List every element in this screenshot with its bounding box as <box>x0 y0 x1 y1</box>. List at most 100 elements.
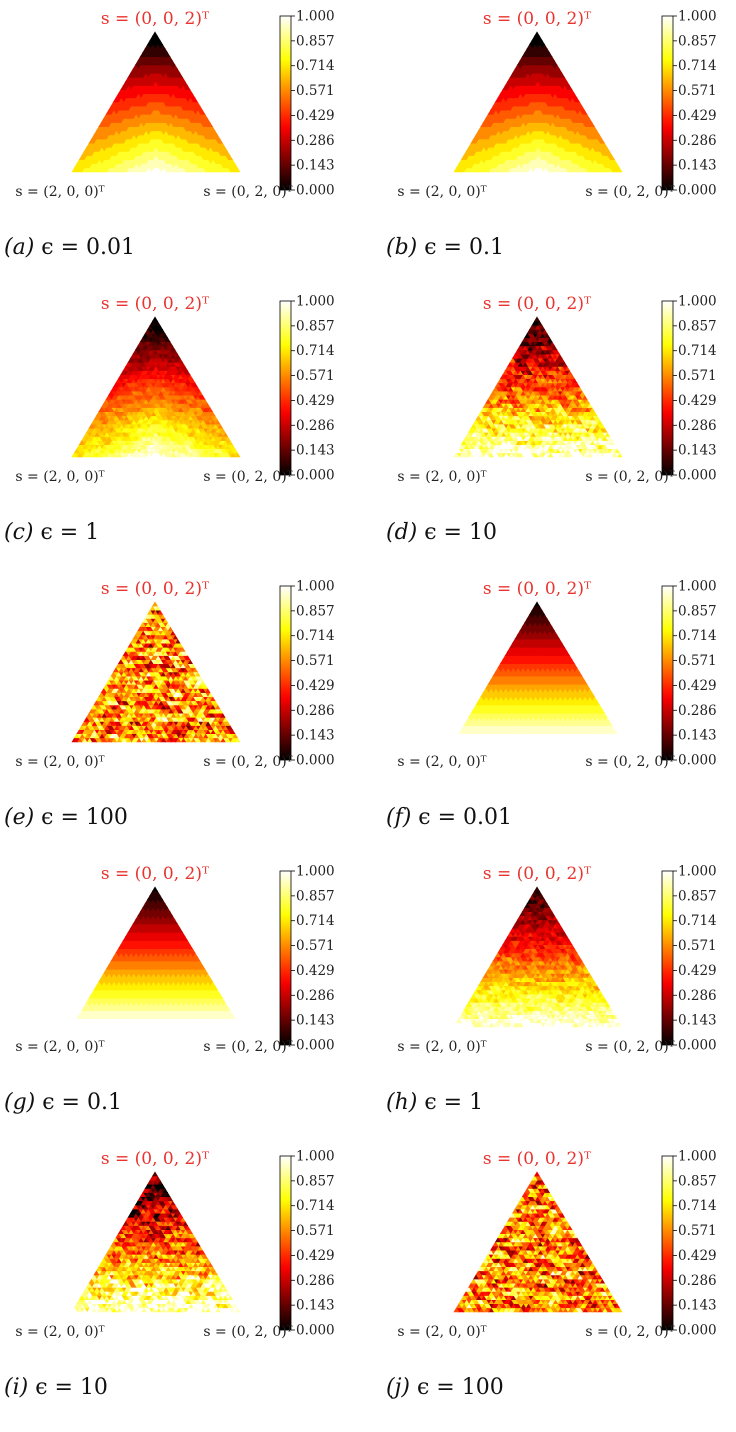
panel-epsilon: ϵ = 0.1 <box>417 235 504 260</box>
vertex-label-right: s = (0, 2, 0)ᵀ <box>203 184 292 200</box>
heatmap-cell <box>147 39 154 45</box>
heatmap-cell <box>81 435 88 441</box>
heatmap-cell <box>144 328 151 334</box>
heatmap-cell <box>519 56 526 62</box>
panel-epsilon: ϵ = 0.01 <box>34 235 136 260</box>
heatmap-cell <box>507 76 514 82</box>
heatmap-cell <box>463 150 470 156</box>
heatmap-cell <box>494 382 501 388</box>
heatmap-cell <box>504 80 511 86</box>
heatmap-cell <box>499 89 506 95</box>
heatmap-cell <box>494 97 501 103</box>
heatmap-cell <box>455 448 462 454</box>
ternary-heatmap-svg: 1.0000.8570.7140.5710.4290.2860.1430.000… <box>15 294 335 486</box>
colorbar <box>279 15 292 191</box>
colorbar-tick-label: 0.143 <box>678 443 717 459</box>
vertex-label-right: s = (0, 2, 0)ᵀ <box>203 469 292 485</box>
colorbar <box>661 15 674 191</box>
heatmap-cell <box>71 452 78 458</box>
heatmap-cell <box>529 324 536 330</box>
vertex-label-top: s = (0, 0, 2)ᵀ <box>483 9 592 29</box>
colorbar-tick-label: 0.857 <box>296 318 335 334</box>
heatmap-cell <box>509 357 516 363</box>
heatmap-cell <box>88 423 95 429</box>
heatmap-cell <box>134 60 141 66</box>
heatmap-cell <box>490 105 497 111</box>
colorbar-tick-label: 0.286 <box>296 418 335 434</box>
heatmap-cell <box>127 72 134 78</box>
heatmap-cell <box>134 345 141 351</box>
heatmap-cell <box>460 439 467 445</box>
colorbar-tick-label: 0.571 <box>678 368 717 384</box>
heatmap-cell <box>127 357 134 363</box>
heatmap-cell <box>95 411 102 417</box>
vertex-label-right: s = (0, 2, 0)ᵀ <box>585 469 674 485</box>
heatmap-cell <box>473 134 480 140</box>
heatmap-cell <box>502 369 509 375</box>
colorbar-tick-label: 0.429 <box>296 108 335 124</box>
heatmap-cell <box>100 117 107 123</box>
heatmap-cells <box>453 31 623 173</box>
heatmap-cell <box>112 97 119 103</box>
heatmap-cells <box>71 31 241 173</box>
heatmap-cell <box>526 43 533 49</box>
heatmap-cell <box>497 378 504 384</box>
heatmap-cell <box>71 167 78 173</box>
colorbar-tick-label: 0.286 <box>678 133 717 149</box>
heatmap-cell <box>521 337 528 343</box>
vertex-label-left: s = (2, 0, 0)ᵀ <box>397 184 486 200</box>
heatmap-cell <box>482 402 489 408</box>
heatmap-cell <box>475 415 482 421</box>
heatmap-cell <box>76 729 83 735</box>
heatmap-cell <box>531 35 538 41</box>
colorbar-tick-label: 0.143 <box>296 443 335 459</box>
heatmap-cell <box>465 146 472 152</box>
heatmap-cell <box>492 101 499 107</box>
heatmap-cell <box>98 407 105 413</box>
heatmap-cell <box>507 361 514 367</box>
heatmap-cell <box>86 427 93 433</box>
heatmap-cell <box>470 138 477 144</box>
heatmap-cell <box>516 345 523 351</box>
heatmap-cell <box>453 167 460 173</box>
vertex-label-top: s = (0, 0, 2)ᵀ <box>101 9 210 29</box>
heatmap-cell <box>470 423 477 429</box>
heatmap-cell <box>142 332 149 338</box>
colorbar-tick-label: 1.000 <box>296 294 335 310</box>
heatmap-cell <box>83 146 90 152</box>
heatmap-cell <box>117 89 124 95</box>
heatmap-cell <box>73 448 80 454</box>
ternary-heatmap-svg: 1.0000.8570.7140.5710.4290.2860.1430.000… <box>397 294 717 486</box>
heatmap-cell <box>149 35 156 41</box>
heatmap-cell <box>512 68 519 74</box>
heatmap-cell <box>482 117 489 123</box>
colorbar-tick-label: 1.000 <box>678 294 717 310</box>
heatmap-cell <box>137 56 144 62</box>
heatmap-cell <box>117 374 124 380</box>
heatmap-cell <box>120 369 127 375</box>
heatmap-cell <box>115 378 122 384</box>
heatmap-cell <box>468 427 475 433</box>
ternary-heatmap-svg: 1.0000.8570.7140.5710.4290.2860.1430.000… <box>15 579 334 771</box>
heatmap-cell <box>519 341 526 347</box>
heatmap-cell <box>485 113 492 119</box>
heatmap-cell <box>516 60 523 66</box>
heatmap-cell <box>73 163 80 169</box>
heatmap-cell <box>105 394 112 400</box>
colorbar-tick-label: 0.714 <box>296 343 335 359</box>
heatmap-cell <box>137 341 144 347</box>
heatmap-cell <box>98 122 105 128</box>
heatmap-cell <box>110 386 117 392</box>
heatmap-cell <box>103 113 110 119</box>
panel-epsilon: ϵ = 1 <box>33 520 100 545</box>
heatmap-cell <box>132 349 139 355</box>
heatmap-cell <box>463 435 470 441</box>
heatmap-cell <box>465 431 472 437</box>
colorbar-tick-label: 0.714 <box>678 58 717 74</box>
heatmap-cell <box>105 109 112 115</box>
heatmap-cell <box>492 386 499 392</box>
vertex-label-top: s = (0, 0, 2)ᵀ <box>101 294 210 314</box>
colorbar-tick-label: 0.714 <box>296 58 335 74</box>
colorbar-tick-label: 0.143 <box>296 158 335 174</box>
